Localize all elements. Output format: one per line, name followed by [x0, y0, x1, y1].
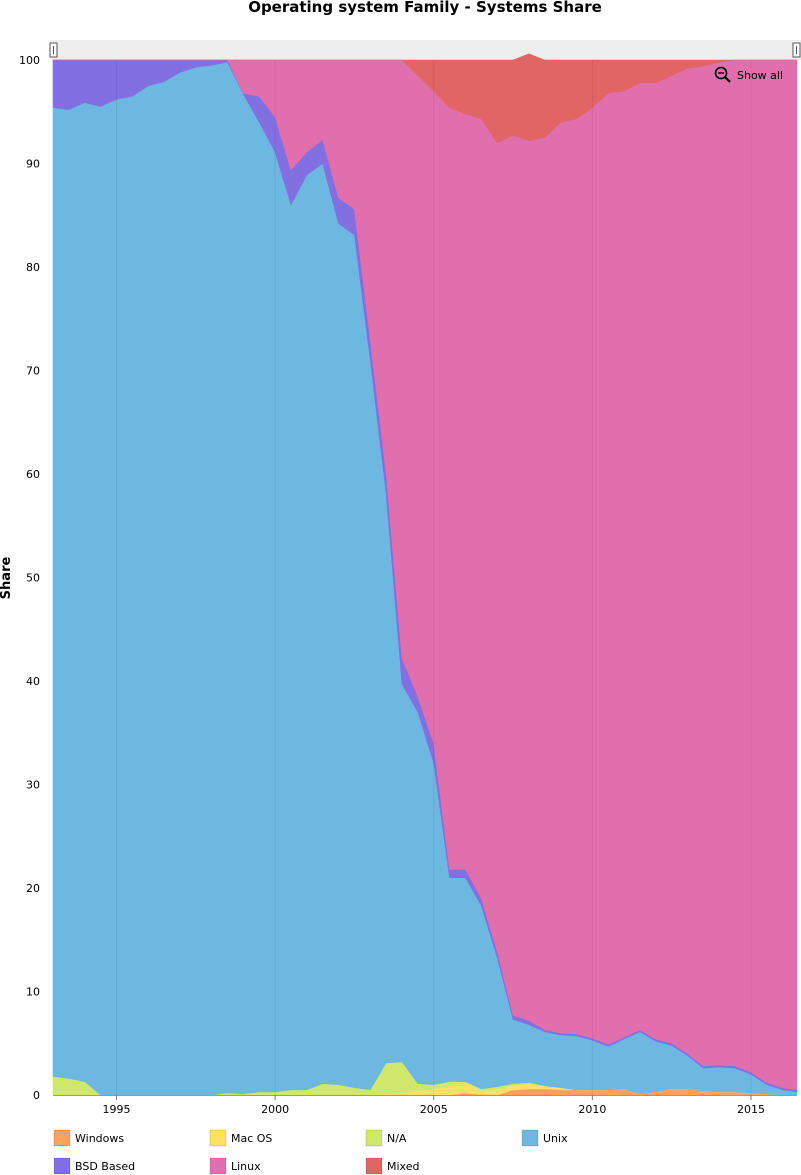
y-tick-label: 40	[26, 675, 40, 688]
legend-item-bsd-based[interactable]: BSD Based	[53, 1157, 135, 1175]
navigator-handle-right[interactable]	[792, 42, 801, 58]
legend-item-mac-os[interactable]: Mac OS	[209, 1129, 272, 1147]
y-tick-label: 50	[26, 572, 40, 585]
legend-label: Mac OS	[231, 1132, 272, 1145]
legend-swatch	[521, 1129, 539, 1147]
legend-item-mixed[interactable]: Mixed	[365, 1157, 419, 1175]
x-tick-label: 2005	[420, 1103, 448, 1116]
x-tick-label: 2000	[261, 1103, 289, 1116]
x-axis: 1995 2000 2005 2010 2015	[102, 1095, 765, 1116]
legend-swatch	[209, 1157, 227, 1175]
y-tick-label: 70	[26, 365, 40, 378]
legend-swatch	[365, 1157, 383, 1175]
y-tick-label: 10	[26, 986, 40, 999]
legend-label: Unix	[543, 1132, 568, 1145]
legend-item-unix[interactable]: Unix	[521, 1129, 568, 1147]
show-all-label: Show all	[737, 69, 783, 82]
legend-label: Windows	[75, 1132, 124, 1145]
y-tick-label: 90	[26, 158, 40, 171]
legend: Windows Mac OS N/A Unix BSD Based Linux Mixed	[53, 1129, 568, 1175]
navigator-handle-left[interactable]	[49, 42, 58, 58]
x-tick-label: 1995	[102, 1103, 130, 1116]
y-tick-label: 100	[19, 54, 40, 67]
y-tick-label: 20	[26, 882, 40, 895]
show-all-button[interactable]: Show all	[714, 66, 784, 83]
legend-item-linux[interactable]: Linux	[209, 1157, 261, 1175]
y-tick-label: 0	[33, 1089, 40, 1102]
legend-swatch	[209, 1129, 227, 1147]
legend-item-n-a[interactable]: N/A	[365, 1129, 407, 1147]
grid-lines	[53, 60, 797, 1096]
y-tick-label: 80	[26, 261, 40, 274]
y-axis-label: Share	[0, 557, 14, 600]
plot-area	[52, 53, 798, 1096]
legend-swatch	[365, 1129, 383, 1147]
legend-item-windows[interactable]: Windows	[53, 1129, 124, 1147]
legend-label: N/A	[387, 1132, 407, 1145]
legend-swatch	[53, 1129, 71, 1147]
legend-swatch	[53, 1157, 71, 1175]
legend-label: Linux	[231, 1160, 261, 1173]
y-axis: 0 10 20 30 40 50 60 70 80 90 100	[19, 54, 40, 1102]
legend-label: Mixed	[387, 1160, 419, 1173]
x-tick-label: 2010	[578, 1103, 606, 1116]
series-area-mixed[interactable]	[53, 53, 797, 144]
y-tick-label: 30	[26, 779, 40, 792]
zoom-out-icon	[714, 66, 731, 83]
chart-title: Operating system Family - Systems Share	[248, 0, 602, 16]
x-tick-label: 2015	[737, 1103, 765, 1116]
navigator-bar[interactable]	[50, 40, 801, 60]
y-tick-label: 60	[26, 468, 40, 481]
legend-label: BSD Based	[75, 1160, 135, 1173]
